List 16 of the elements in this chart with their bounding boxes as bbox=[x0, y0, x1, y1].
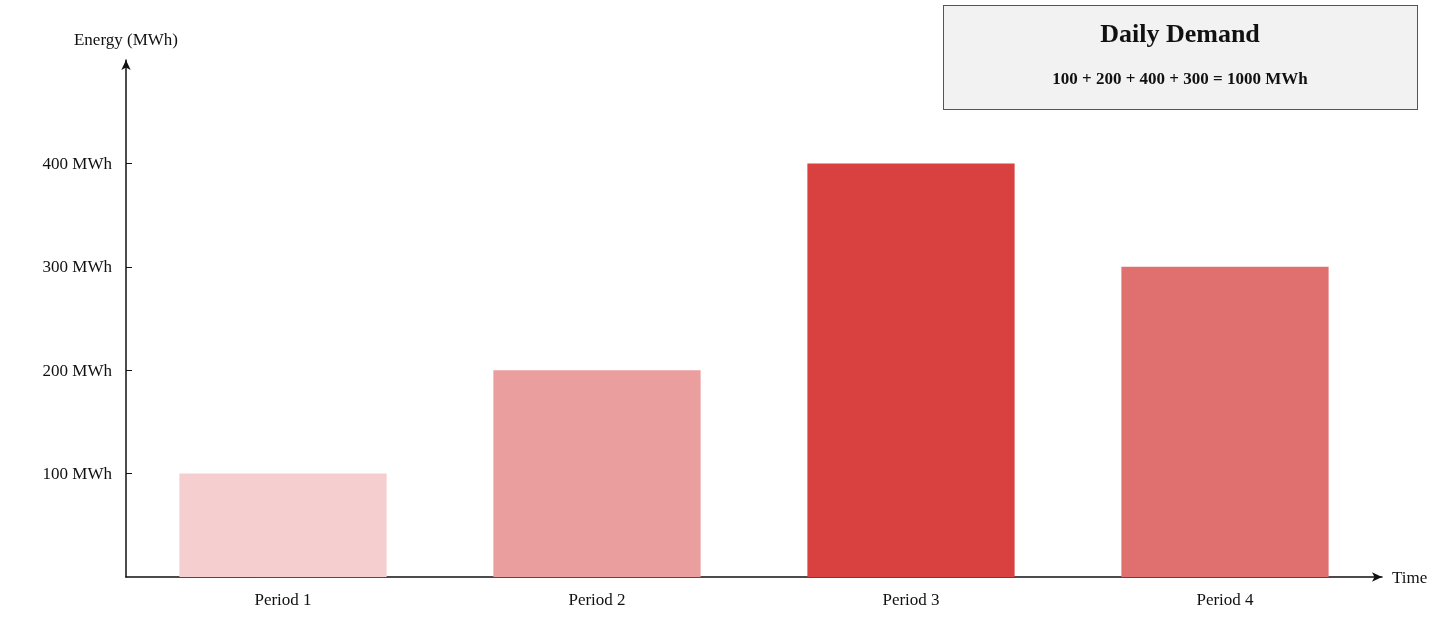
x-axis-title: Time bbox=[1392, 567, 1428, 587]
y-tick-label: 400 MWh bbox=[42, 153, 113, 173]
bar bbox=[1121, 266, 1329, 577]
x-tick-label: Period 1 bbox=[254, 590, 312, 609]
text: 100 + 200 + 400 + 300 = 1000 MWh bbox=[1052, 69, 1309, 88]
bar bbox=[493, 370, 701, 577]
x-tick-label: Period 3 bbox=[882, 590, 940, 609]
x-tick-label: Period 2 bbox=[568, 590, 626, 609]
x-tick-label: Period 4 bbox=[1196, 590, 1255, 609]
chart-title: Daily Demand bbox=[1100, 18, 1261, 48]
bar bbox=[179, 473, 387, 577]
bar bbox=[807, 163, 1015, 577]
y-tick-label: 300 MWh bbox=[42, 257, 113, 277]
y-axis-title: Energy (MWh) bbox=[73, 30, 179, 49]
y-tick-label: 200 MWh bbox=[42, 360, 113, 380]
y-tick-label: 100 MWh bbox=[42, 464, 113, 484]
